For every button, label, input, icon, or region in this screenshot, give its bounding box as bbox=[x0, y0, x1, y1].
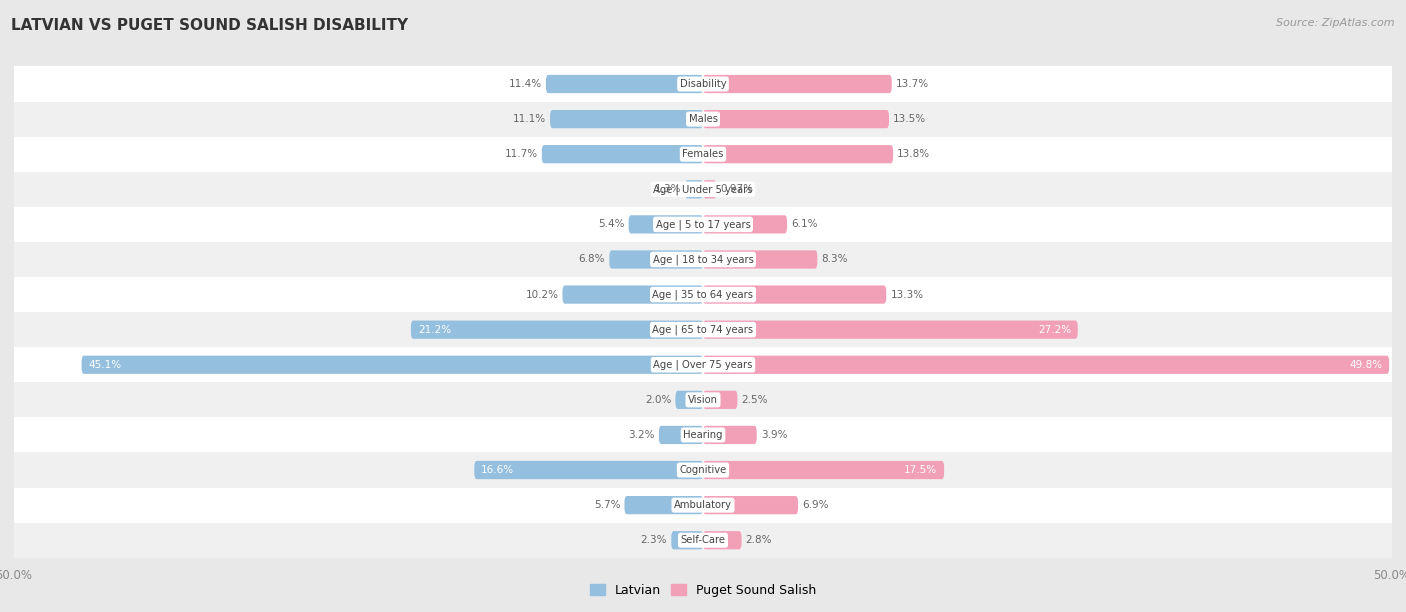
Text: 11.4%: 11.4% bbox=[509, 79, 541, 89]
Text: 6.1%: 6.1% bbox=[792, 219, 818, 230]
FancyBboxPatch shape bbox=[703, 215, 787, 234]
Bar bbox=[14, 207, 1392, 242]
Text: 13.5%: 13.5% bbox=[893, 114, 927, 124]
Text: Source: ZipAtlas.com: Source: ZipAtlas.com bbox=[1277, 18, 1395, 28]
Text: Disability: Disability bbox=[679, 79, 727, 89]
Text: 5.7%: 5.7% bbox=[593, 500, 620, 510]
FancyBboxPatch shape bbox=[703, 250, 817, 269]
Text: Hearing: Hearing bbox=[683, 430, 723, 440]
Legend: Latvian, Puget Sound Salish: Latvian, Puget Sound Salish bbox=[585, 579, 821, 602]
Text: 2.0%: 2.0% bbox=[645, 395, 671, 405]
FancyBboxPatch shape bbox=[411, 321, 703, 339]
FancyBboxPatch shape bbox=[675, 390, 703, 409]
FancyBboxPatch shape bbox=[703, 356, 1389, 374]
FancyBboxPatch shape bbox=[703, 531, 741, 550]
FancyBboxPatch shape bbox=[703, 496, 799, 514]
FancyBboxPatch shape bbox=[546, 75, 703, 93]
Text: Self-Care: Self-Care bbox=[681, 536, 725, 545]
Text: 10.2%: 10.2% bbox=[526, 289, 558, 299]
Bar bbox=[14, 277, 1392, 312]
FancyBboxPatch shape bbox=[659, 426, 703, 444]
Text: 0.97%: 0.97% bbox=[720, 184, 754, 194]
Text: Age | 5 to 17 years: Age | 5 to 17 years bbox=[655, 219, 751, 230]
Text: Age | 35 to 64 years: Age | 35 to 64 years bbox=[652, 289, 754, 300]
Text: 11.7%: 11.7% bbox=[505, 149, 537, 159]
Text: 13.3%: 13.3% bbox=[890, 289, 924, 299]
Text: Age | 18 to 34 years: Age | 18 to 34 years bbox=[652, 254, 754, 265]
Bar bbox=[14, 242, 1392, 277]
Text: Cognitive: Cognitive bbox=[679, 465, 727, 475]
Text: Age | Under 5 years: Age | Under 5 years bbox=[654, 184, 752, 195]
Bar bbox=[14, 382, 1392, 417]
Text: 21.2%: 21.2% bbox=[418, 325, 451, 335]
Text: 3.9%: 3.9% bbox=[761, 430, 787, 440]
Bar bbox=[14, 67, 1392, 102]
FancyBboxPatch shape bbox=[562, 285, 703, 304]
Bar bbox=[14, 172, 1392, 207]
Text: 27.2%: 27.2% bbox=[1038, 325, 1071, 335]
Bar bbox=[14, 417, 1392, 452]
Text: 2.3%: 2.3% bbox=[641, 536, 668, 545]
Text: 17.5%: 17.5% bbox=[904, 465, 938, 475]
Text: 6.8%: 6.8% bbox=[579, 255, 605, 264]
Text: Males: Males bbox=[689, 114, 717, 124]
Text: 6.9%: 6.9% bbox=[803, 500, 828, 510]
FancyBboxPatch shape bbox=[703, 110, 889, 129]
FancyBboxPatch shape bbox=[703, 285, 886, 304]
FancyBboxPatch shape bbox=[609, 250, 703, 269]
Text: 5.4%: 5.4% bbox=[598, 219, 624, 230]
FancyBboxPatch shape bbox=[474, 461, 703, 479]
Text: Age | 65 to 74 years: Age | 65 to 74 years bbox=[652, 324, 754, 335]
Text: 3.2%: 3.2% bbox=[628, 430, 655, 440]
Bar bbox=[14, 452, 1392, 488]
FancyBboxPatch shape bbox=[550, 110, 703, 129]
FancyBboxPatch shape bbox=[628, 215, 703, 234]
Text: 2.8%: 2.8% bbox=[745, 536, 772, 545]
Text: LATVIAN VS PUGET SOUND SALISH DISABILITY: LATVIAN VS PUGET SOUND SALISH DISABILITY bbox=[11, 18, 408, 34]
FancyBboxPatch shape bbox=[703, 180, 717, 198]
Bar bbox=[14, 136, 1392, 172]
FancyBboxPatch shape bbox=[82, 356, 703, 374]
FancyBboxPatch shape bbox=[703, 461, 945, 479]
Bar bbox=[14, 488, 1392, 523]
FancyBboxPatch shape bbox=[685, 180, 703, 198]
Text: 49.8%: 49.8% bbox=[1350, 360, 1382, 370]
Text: 2.5%: 2.5% bbox=[741, 395, 768, 405]
Text: 16.6%: 16.6% bbox=[481, 465, 515, 475]
FancyBboxPatch shape bbox=[541, 145, 703, 163]
Text: Vision: Vision bbox=[688, 395, 718, 405]
Text: 1.3%: 1.3% bbox=[654, 184, 681, 194]
Text: Ambulatory: Ambulatory bbox=[673, 500, 733, 510]
FancyBboxPatch shape bbox=[703, 145, 893, 163]
Text: 45.1%: 45.1% bbox=[89, 360, 121, 370]
Bar bbox=[14, 347, 1392, 382]
FancyBboxPatch shape bbox=[671, 531, 703, 550]
Bar bbox=[14, 102, 1392, 136]
FancyBboxPatch shape bbox=[703, 75, 891, 93]
Text: Females: Females bbox=[682, 149, 724, 159]
Text: 13.8%: 13.8% bbox=[897, 149, 931, 159]
Text: 11.1%: 11.1% bbox=[513, 114, 546, 124]
FancyBboxPatch shape bbox=[703, 321, 1078, 339]
Bar bbox=[14, 523, 1392, 558]
FancyBboxPatch shape bbox=[624, 496, 703, 514]
Bar bbox=[14, 312, 1392, 347]
Text: 8.3%: 8.3% bbox=[821, 255, 848, 264]
Text: Age | Over 75 years: Age | Over 75 years bbox=[654, 359, 752, 370]
FancyBboxPatch shape bbox=[703, 426, 756, 444]
Text: 13.7%: 13.7% bbox=[896, 79, 929, 89]
FancyBboxPatch shape bbox=[703, 390, 738, 409]
